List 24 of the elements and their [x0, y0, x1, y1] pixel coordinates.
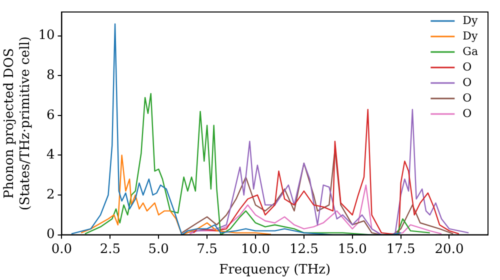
x-tick-label: 15.0 [338, 242, 367, 257]
y-tick-label: 0 [46, 227, 55, 242]
x-tick-label: 2.5 [100, 242, 121, 257]
legend-label: O [462, 60, 472, 74]
legend-label: O [462, 106, 472, 120]
x-axis-title: Frequency (THz) [219, 262, 331, 278]
legend-label: Dy [462, 29, 478, 42]
y-tick-label: 8 [46, 68, 55, 84]
x-tick-label: 10.0 [241, 242, 270, 257]
legend-label: O [462, 76, 472, 89]
x-tick-label: 7.5 [196, 242, 218, 257]
x-tick-label: 17.5 [386, 242, 416, 257]
legend-label: Dy [462, 14, 478, 27]
legend-label: Ga [462, 44, 478, 58]
y-tick-label: 2 [46, 187, 55, 202]
x-tick-label: 12.5 [289, 242, 318, 257]
x-tick-label: 5.0 [148, 242, 169, 257]
y-tick-label: 10 [38, 28, 55, 44]
y-tick-label: 6 [46, 108, 55, 123]
x-tick-label: 0.0 [51, 242, 72, 257]
y-tick-label: 4 [46, 148, 55, 163]
x-tick-label: 20.0 [434, 242, 464, 257]
legend-label: O [462, 91, 472, 104]
y-axis-title: Phonon projected DOS (States/THz·primitive cell) [2, 36, 33, 210]
